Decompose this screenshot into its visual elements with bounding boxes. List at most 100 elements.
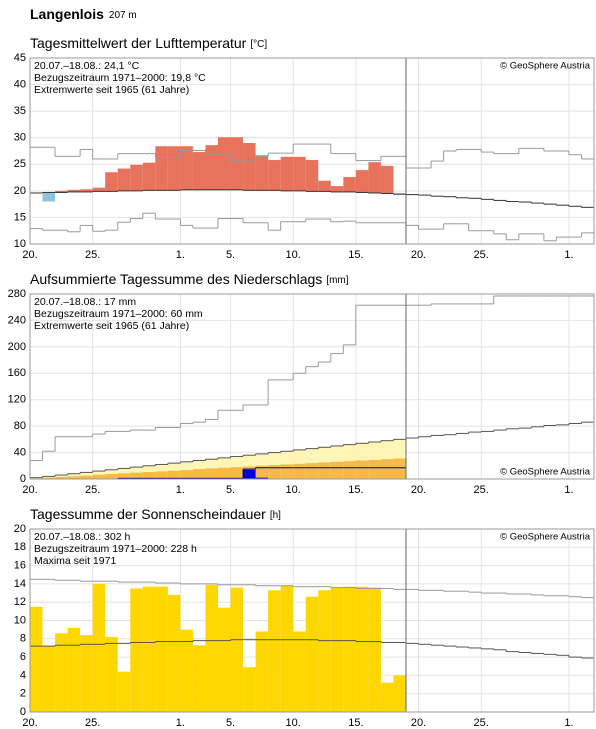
x-tick-label: 20. <box>411 717 426 729</box>
bar <box>280 585 294 712</box>
copyright: © GeoSphere Austria <box>500 61 591 72</box>
deviation-bar <box>280 156 294 191</box>
deviation-bar <box>305 160 319 192</box>
chart-panel: Tagessumme der Sonnenscheindauer [h] 0 2 4 6 8… <box>14 506 595 729</box>
chart-title: Aufsummierte Tagessumme des Niederschlag… <box>30 271 349 287</box>
deviation-bar <box>80 189 93 192</box>
plot-frame <box>29 528 595 713</box>
plot-background <box>30 58 594 244</box>
deviation-bar <box>92 187 106 192</box>
bar <box>205 584 218 712</box>
deviation-bar <box>318 180 331 192</box>
chart-title-text: Tagesmittelwert der Lufttemperatur <box>30 35 247 51</box>
area-segment <box>280 464 294 479</box>
deviation-bar <box>393 194 406 196</box>
bar <box>155 586 168 712</box>
chart-title: Tagessumme der Sonnenscheindauer [h] <box>30 506 281 522</box>
bar <box>42 646 56 712</box>
deviation-bar <box>218 137 231 190</box>
y-tick-label: 10 <box>14 614 26 626</box>
x-tick-label: 15. <box>348 717 363 729</box>
area-segment <box>42 477 56 479</box>
bar <box>255 477 269 479</box>
deviation-bar <box>330 186 344 192</box>
deviation-bar <box>142 162 156 191</box>
area-segment <box>155 471 168 479</box>
bar <box>243 667 256 712</box>
bar <box>192 645 206 712</box>
y-tick-label: 20 <box>14 185 26 197</box>
y-tick-label: 12 <box>14 596 26 608</box>
bar <box>255 631 269 712</box>
deviation-bar <box>42 192 56 202</box>
bar <box>305 596 319 712</box>
chart-panel: Aufsummierte Tagessumme des Niederschlag… <box>8 271 595 496</box>
area-segment <box>330 461 344 479</box>
y-tick-label: 40 <box>14 78 26 90</box>
deviation-bar <box>55 190 68 193</box>
chart-title-text: Aufsummierte Tagessumme des Niederschlag… <box>30 271 322 287</box>
y-tick-label: 35 <box>14 105 26 117</box>
area-segment <box>92 474 106 479</box>
area-segment <box>355 460 369 479</box>
area-segment <box>67 476 81 479</box>
x-tick-label: 10. <box>286 717 301 729</box>
y-tick-label: 30 <box>14 132 26 144</box>
x-tick-label: 20. <box>411 484 426 496</box>
bar <box>393 675 406 712</box>
area-segment <box>205 468 218 479</box>
x-tick-label: 1. <box>176 717 185 729</box>
bar <box>243 469 256 479</box>
area-segment <box>117 473 131 479</box>
deviation-bar <box>380 165 394 194</box>
y-tick-label: 16 <box>14 560 26 572</box>
bar <box>343 586 356 712</box>
chart-unit: [h] <box>270 510 281 521</box>
deviation-bar <box>293 156 306 191</box>
bar <box>167 594 181 712</box>
bar <box>55 633 68 712</box>
bar <box>30 606 43 712</box>
bar <box>130 588 143 712</box>
y-tick-label: 18 <box>14 541 26 553</box>
x-tick-label: 15. <box>348 249 363 261</box>
info-line: Extremwerte seit 1965 (61 Jahre) <box>34 84 189 96</box>
y-tick-label: 160 <box>8 367 26 379</box>
y-tick-label: 14 <box>14 578 26 590</box>
area-segment <box>393 458 406 479</box>
deviation-bar <box>180 146 193 190</box>
area-segment <box>293 463 306 479</box>
x-tick-label: 25. <box>85 484 100 496</box>
y-tick-label: 45 <box>14 52 26 64</box>
deviation-bar <box>130 164 143 191</box>
chart-title: Tagesmittelwert der Lufttemperatur [°C] <box>30 35 267 51</box>
x-tick-label: 5. <box>226 249 235 261</box>
deviation-bar <box>343 177 356 192</box>
chart-unit: [°C] <box>250 39 267 50</box>
y-tick-label: 40 <box>14 446 26 458</box>
station-header: Langenlois 207 m <box>30 6 137 22</box>
y-tick-label: 0 <box>20 473 26 485</box>
area-segment <box>368 459 381 479</box>
deviation-bar <box>255 155 269 191</box>
deviation-bar <box>205 145 218 190</box>
deviation-bar <box>355 170 369 193</box>
bar <box>117 671 131 712</box>
y-tick-label: 80 <box>14 420 26 432</box>
area-segment <box>380 459 394 479</box>
bar <box>180 629 193 712</box>
deviation-bar <box>192 152 206 190</box>
area-segment <box>318 462 331 479</box>
copyright: © GeoSphere Austria <box>500 467 591 478</box>
deviation-bar <box>268 160 281 191</box>
x-tick-label: 20. <box>22 717 37 729</box>
info-line: Extremwerte seit 1965 (61 Jahre) <box>34 320 189 332</box>
y-tick-label: 20 <box>14 523 26 535</box>
bar <box>92 583 106 712</box>
deviation-bar <box>368 162 381 193</box>
x-tick-label: 1. <box>564 484 573 496</box>
info-line: Maxima seit 1971 <box>34 555 116 567</box>
area-segment <box>80 472 93 479</box>
y-tick-label: 4 <box>20 669 26 681</box>
